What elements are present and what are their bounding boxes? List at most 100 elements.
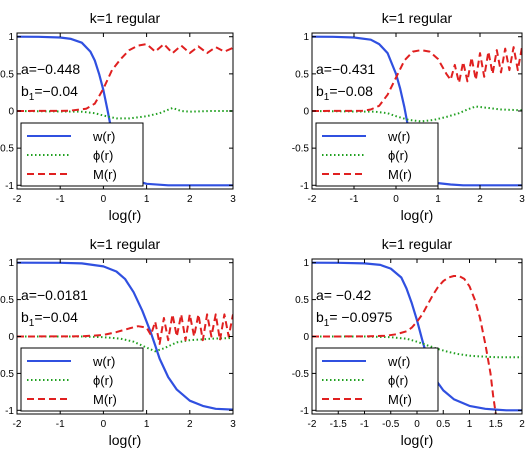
y-tick-label: 1 [8,258,14,269]
x-tick-label: 1 [467,419,473,430]
legend-entry: ϕ(r) [93,148,113,163]
legend-entry: ϕ(r) [93,373,113,388]
plot-title: k=1 regular [90,10,161,26]
series-line-phi [312,105,522,123]
subplot-4: k=1 regular -2 -1.5 -1 -0.5 0 0.5 1 1.5 2 -1 -0.5 0 0… [292,236,525,448]
x-tick-label: 1 [144,194,150,205]
legend-entry: w(r) [387,129,410,144]
legend: w(r) ϕ(r) M(r) [20,122,144,187]
x-tick-label: 2 [519,419,525,430]
param-b-subscript: 1 [29,318,35,329]
x-tick-label: 0 [414,419,420,430]
y-tick-label: 0.5 [0,295,14,306]
param-b-subscript: 1 [29,92,35,103]
y-tick-label: 0 [8,107,14,118]
series-line-m [17,43,233,112]
x-tick-label: -1 [360,419,369,430]
param-b1-label: b1=−0.08 [316,83,373,103]
y-tick-label: -1 [5,181,14,192]
series-group [17,261,233,411]
x-tick-label: 2 [187,194,193,205]
series-line-phi [17,335,233,353]
y-tick-label: -1 [300,406,309,417]
x-axis-label: log(r) [109,432,142,448]
subplot-3: k=1 regular-2-10123-1-0.500.51log(r)a=−0… [0,236,236,448]
series-line-m [312,46,522,112]
y-tick-label: -1 [300,181,309,192]
x-tick-label: -2 [308,419,317,430]
x-tick-label: 1 [144,419,150,430]
y-tick-label: 0.5 [295,295,309,306]
legend-box [315,347,439,412]
x-tick-label: 1 [435,194,441,205]
legend-entry: w(r) [387,354,410,369]
x-tick-label: -2 [13,419,22,430]
legend: w(r) ϕ(r) M(r) [315,347,439,412]
x-tick-label: -1 [350,194,359,205]
param-b-prefix: b [316,83,324,99]
legend-box [20,347,144,412]
y-tick-label: 1 [8,32,14,43]
y-tick-label: 0.5 [0,69,14,80]
series-line-w [17,261,233,411]
x-tick-label: 0 [101,194,107,205]
param-b-prefix: b [21,83,29,99]
x-tick-label: -2 [308,194,317,205]
x-tick-label: -1 [56,194,65,205]
y-tick-label: 0.5 [295,69,309,80]
param-a-label: a=−0.0181 [21,287,88,303]
legend: w(r) ϕ(r) M(r) [20,347,144,412]
y-tick-label: -0.5 [0,369,14,380]
y-tick-label: 0 [303,107,309,118]
param-b-value: = −0.0975 [329,309,392,325]
plot-title: k=1 regular [382,236,453,252]
subplot-2: k=1 regular-2 -1 0 1 2 3-1-0.500.51log(r)a=−0… [292,10,525,223]
x-tick-label: 0 [101,419,107,430]
param-a-label: a=−0.431 [316,61,375,77]
legend: w(r) ϕ(r) M(r) [315,122,439,187]
param-a-label: a= −0.42 [316,287,371,303]
legend-entry: ϕ(r) [388,148,408,163]
param-b-value: =−0.08 [329,83,373,99]
subplot-1: k=1 regular-2-10123-1-0.500.51log(r)a=−0… [0,10,236,223]
x-tick-label: -1.5 [330,419,348,430]
y-tick-label: 1 [303,32,309,43]
series-line-phi [17,107,233,120]
legend-entry: w(r) [92,129,115,144]
param-b-subscript: 1 [324,92,330,103]
param-b-prefix: b [21,309,29,325]
x-tick-label: 1.5 [489,419,503,430]
param-b-prefix: b [316,309,324,325]
series-line-m [312,275,497,414]
y-tick-label: 0 [8,332,14,343]
x-tick-label: 3 [230,194,236,205]
legend-entry: M(r) [388,392,412,407]
legend-entry: ϕ(r) [388,373,408,388]
series-line-m [17,313,233,345]
param-b-value: =−0.04 [34,83,78,99]
x-axis-label: log(r) [401,207,434,223]
param-b1-label: b1=−0.04 [21,83,78,103]
x-tick-label: -0.5 [382,419,400,430]
y-tick-label: 0 [303,332,309,343]
plot-title: k=1 regular [382,10,453,26]
x-tick-label: -1 [56,419,65,430]
series-line-phi [312,335,522,359]
y-tick-label: -0.5 [0,144,14,155]
x-tick-label: 2 [477,194,483,205]
legend-entry: M(r) [93,167,117,182]
legend-box [20,122,144,187]
legend-entry: M(r) [388,167,412,182]
legend-box [315,122,439,187]
y-tick-label: 1 [303,258,309,269]
x-tick-label: 0 [393,194,399,205]
plot-title: k=1 regular [90,236,161,252]
x-tick-label: -2 [13,194,22,205]
param-b1-label: b1=−0.04 [21,309,78,329]
y-tick-label: -0.5 [292,369,310,380]
y-tick-label: -1 [5,406,14,417]
series-line-w [17,35,233,187]
series-group [17,35,233,187]
x-tick-label: 3 [519,194,525,205]
